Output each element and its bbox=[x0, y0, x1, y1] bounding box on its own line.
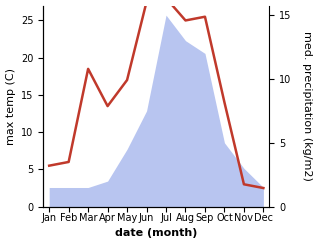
Y-axis label: max temp (C): max temp (C) bbox=[5, 68, 16, 145]
Y-axis label: med. precipitation (kg/m2): med. precipitation (kg/m2) bbox=[302, 31, 313, 181]
X-axis label: date (month): date (month) bbox=[115, 228, 197, 238]
